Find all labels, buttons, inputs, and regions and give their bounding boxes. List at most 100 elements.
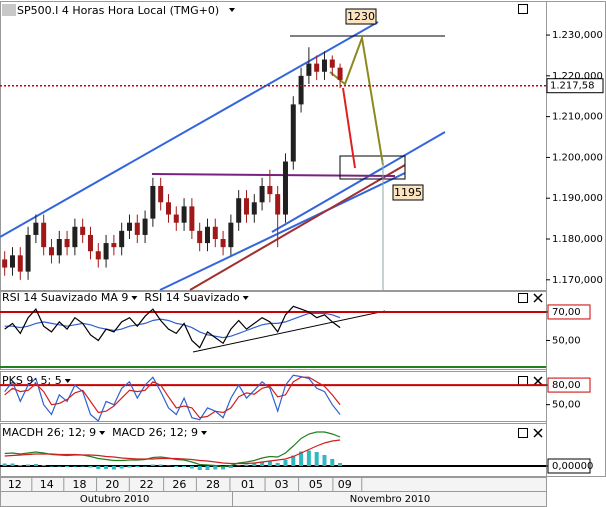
candle-body	[228, 222, 234, 248]
candle-body	[126, 222, 132, 231]
candle-body	[87, 234, 93, 252]
histogram-bar	[205, 466, 210, 470]
y-tick-label: 50,00	[552, 400, 581, 411]
candle-body	[251, 202, 257, 215]
candle-body	[204, 226, 210, 244]
histogram-bar	[299, 451, 304, 466]
candle-body	[220, 239, 226, 248]
candle-body	[2, 259, 8, 268]
histogram-bar	[10, 463, 15, 466]
candle-body	[41, 222, 47, 248]
candle-body	[267, 185, 273, 195]
indicator-line	[4, 305, 341, 349]
panel-buttons	[518, 4, 543, 438]
histogram-bar	[338, 463, 343, 466]
x-tick-label: 01	[241, 478, 255, 491]
histogram-bar	[119, 466, 124, 469]
histogram-bar	[135, 466, 140, 467]
indicator-line	[4, 439, 341, 465]
y-tick-label: 1.200,000	[552, 152, 603, 163]
histogram-bar	[33, 464, 38, 466]
target-box	[339, 155, 406, 180]
histogram-bar	[244, 464, 249, 466]
indicator-line	[4, 312, 341, 339]
x-tick-label: 03	[275, 478, 289, 491]
candle-body	[72, 226, 78, 248]
annotation-box	[345, 8, 377, 25]
candle-body	[25, 234, 31, 272]
y-tick-label: 50,00	[552, 335, 581, 346]
annotation-box	[392, 184, 424, 201]
y-tick-label: 1.210,000	[552, 112, 603, 123]
candle-body	[181, 206, 187, 223]
close-button[interactable]	[533, 428, 543, 438]
histogram-bar	[228, 466, 233, 468]
histogram-bar	[166, 465, 171, 466]
candle-body	[290, 104, 296, 162]
candle-body	[64, 239, 70, 248]
trend-line	[159, 172, 406, 291]
candle-body	[9, 255, 15, 268]
cfd-icon	[2, 4, 16, 16]
x-tick-label: 26	[172, 478, 186, 491]
level-label-box	[547, 377, 591, 393]
last-price-label: 1.217,58	[550, 81, 595, 92]
y-tick-label: 0,00000	[552, 461, 593, 472]
histogram-bar	[260, 462, 265, 466]
histogram-bar	[213, 466, 218, 470]
candle-body	[150, 185, 156, 219]
x-tick-label: 05	[309, 478, 323, 491]
close-button[interactable]	[533, 293, 543, 303]
legend-dropdown	[64, 379, 71, 383]
candle-body	[259, 185, 265, 203]
histogram-bar	[111, 466, 116, 470]
histogram-bar	[314, 452, 319, 466]
candle-body	[298, 75, 304, 105]
histogram-bar	[252, 463, 257, 466]
legend-label: RSI 14 Suavizado	[144, 291, 240, 304]
histogram-bar	[18, 465, 23, 466]
x-tick-label: 18	[73, 478, 87, 491]
y-tick-label: 1.190,000	[552, 193, 603, 204]
legend-label: MACDH 26; 12; 9	[2, 426, 96, 439]
y-tick-label: 1.230,000	[552, 30, 603, 41]
projection	[329, 34, 384, 166]
last-price-box	[546, 78, 604, 94]
histogram-bar	[72, 466, 77, 467]
candle-body	[243, 198, 249, 215]
histogram-bar	[88, 466, 93, 468]
histogram-bar	[197, 466, 202, 470]
candle-body	[282, 161, 288, 215]
indicator-line	[4, 374, 341, 422]
histogram-bar	[26, 464, 31, 466]
x-tick-label: 20	[105, 478, 119, 491]
candle-body	[48, 247, 54, 256]
month-label: Outubro 2010	[80, 494, 149, 505]
trend-line	[189, 164, 406, 291]
histogram-bar	[143, 466, 148, 467]
x-tick-label: 14	[40, 478, 54, 491]
maximize-button[interactable]	[518, 293, 528, 303]
candle-body	[337, 67, 343, 80]
candle-body	[165, 202, 171, 215]
legend-label: MACD 26; 12; 9	[112, 426, 198, 439]
candle-body	[103, 243, 109, 260]
maximize-button[interactable]	[518, 4, 528, 14]
y-tick-label: 80,00	[552, 380, 581, 391]
histogram-bar	[330, 459, 335, 466]
maximize-button[interactable]	[518, 428, 528, 438]
histogram-bar	[174, 466, 179, 467]
histogram-bar	[306, 450, 311, 466]
x-tick-label: 12	[8, 478, 22, 491]
histogram-bar	[65, 466, 70, 467]
candle-body	[329, 59, 335, 68]
close-button[interactable]	[533, 376, 543, 386]
annotation: 1195	[394, 186, 422, 199]
histogram-bar	[322, 455, 327, 466]
legend-dropdown	[201, 431, 208, 435]
support-line	[151, 173, 396, 177]
histogram-bar	[221, 466, 226, 470]
dropdown-arrow[interactable]	[229, 8, 235, 12]
histogram-bar	[57, 466, 62, 467]
